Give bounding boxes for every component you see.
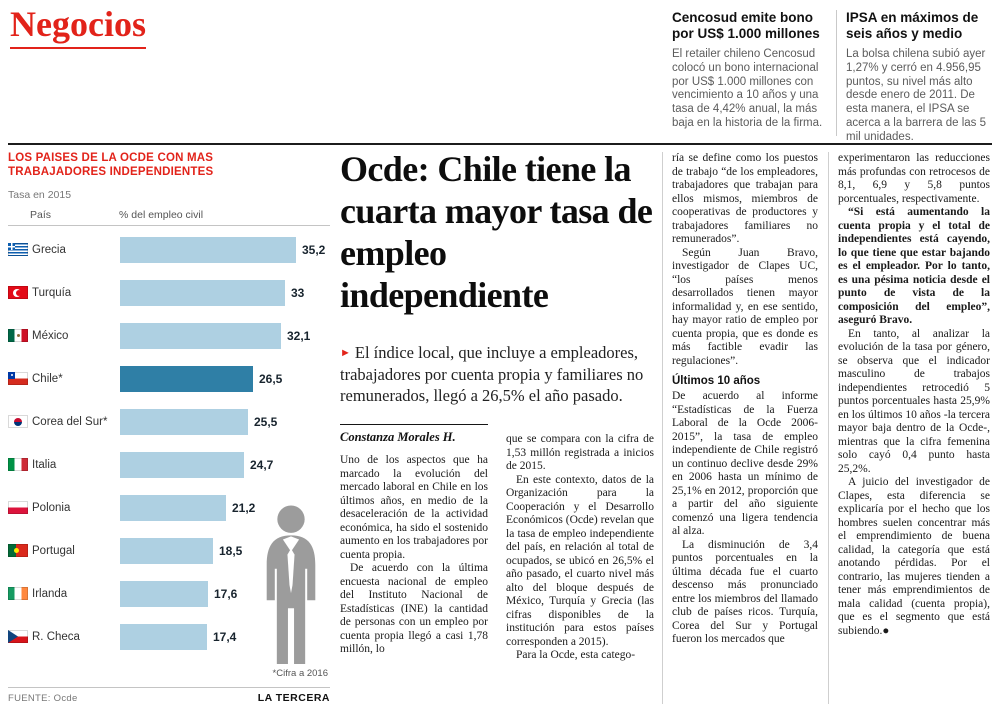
bar-value: 33 [291, 285, 305, 300]
flag-republica-checa-icon [8, 630, 28, 643]
chart-row: Portugal 18,5 [8, 529, 330, 572]
bar [120, 537, 213, 564]
article-column-1: Uno de los aspectos que ha marcado la ev… [340, 454, 488, 704]
news-brief-cencosud: Cencosud emite bono por US$ 1.000 millon… [672, 10, 826, 131]
brief-body: El retailer chileno Cencosud colocó un b… [672, 48, 823, 129]
column-divider [662, 152, 663, 704]
article-paragraph: que se compara con la cifra de 1,53 mill… [506, 433, 654, 472]
bar-value: 25,5 [254, 414, 278, 429]
article-byline: Constanza Morales H. [340, 430, 456, 444]
bar-value: 18,5 [219, 543, 243, 558]
country-label: R. Checa [32, 630, 80, 643]
chart-row: Turquía 33 [8, 271, 330, 314]
brief-body: La bolsa chilena subió ayer 1,27% y cerr… [846, 48, 986, 143]
chart-row: Polonia 21,2 [8, 486, 330, 529]
article-paragraph: Según Juan Bravo, investigador de Clapes… [672, 246, 818, 367]
flag-chile-icon [8, 372, 28, 385]
bar [120, 365, 253, 392]
newspaper-credit: LA TERCERA [257, 692, 330, 704]
bar [120, 451, 244, 478]
bar [120, 580, 208, 607]
byline-block: Constanza Morales H. [340, 424, 488, 445]
chart-source: FUENTE: Ocde [8, 693, 78, 704]
country-label: Polonia [32, 501, 71, 514]
article-paragraph: ría se define como los puestos de trabaj… [672, 152, 818, 245]
article-column-2: que se compara con la cifra de 1,53 mill… [506, 433, 654, 704]
chart-row: México 32,1 [8, 314, 330, 357]
article-paragraph: La disminución de 3,4 puntos porcentuale… [672, 538, 818, 646]
deck-arrow-icon: ► [340, 347, 351, 359]
article-subhead: Últimos 10 años [672, 375, 761, 387]
bar-value: 24,7 [250, 457, 274, 472]
article-paragraph: experimentaron las reducciones más profu… [838, 152, 990, 205]
bar [120, 322, 281, 349]
chart-row: Corea del Sur* 25,5 [8, 400, 330, 443]
person-silhouette-icon [266, 505, 316, 664]
news-brief-ipsa: IPSA en máximos de seis años y medio La … [846, 10, 992, 145]
flag-mexico-icon [8, 329, 28, 342]
flag-corea-del-sur-icon [8, 415, 28, 428]
article-paragraph: A juicio del investigador de Clapes, est… [838, 476, 990, 637]
bar [120, 623, 207, 650]
article-paragraph-quote: “Si está aumentando la cuenta propia y e… [838, 206, 990, 326]
bar-chart-ocde-independents: LOS PAISES DE LA OCDE CON MAS TRABAJADOR… [8, 152, 330, 704]
country-label: Portugal [32, 544, 75, 557]
flag-italia-icon [8, 458, 28, 471]
bar [120, 279, 285, 306]
chart-row: Chile* 26,5 [8, 357, 330, 400]
article-paragraph: De acuerdo al informe “Estadísticas de l… [672, 390, 818, 537]
country-label: Italia [32, 458, 57, 471]
country-label: Chile* [32, 372, 63, 385]
chart-subtitle: Tasa en 2015 [8, 189, 72, 201]
column-header-country: País [30, 209, 52, 221]
flag-polonia-icon [8, 501, 28, 514]
deck-text: El índice local, que incluye a empleador… [340, 343, 644, 405]
article-deck: ► El índice local, que incluye a empleado… [340, 342, 658, 406]
bar-value: 35,2 [302, 242, 326, 257]
bar [120, 408, 248, 435]
brief-title: Cencosud emite bono por US$ 1.000 millon… [672, 10, 820, 41]
bar [120, 494, 226, 521]
bar-value: 32,1 [287, 328, 311, 343]
article-headline: Ocde: Chile tiene la cuarta mayor tasa d… [340, 149, 653, 315]
column-header-value: % del empleo civil [119, 209, 204, 221]
chart-column-headers: País % del empleo civil [8, 209, 330, 226]
column-divider [828, 152, 829, 704]
flag-turquia-icon [8, 286, 28, 299]
country-label: Grecia [32, 243, 66, 256]
bar [120, 236, 296, 263]
chart-row: Irlanda 17,6 [8, 572, 330, 615]
article-column-4: experimentaron las reducciones más profu… [838, 152, 990, 704]
flag-portugal-icon [8, 544, 28, 557]
article-column-3: ría se define como los puestos de trabaj… [672, 152, 818, 704]
bar-value: 17,4 [213, 629, 237, 644]
chart-title: LOS PAISES DE LA OCDE CON MAS TRABAJADOR… [8, 152, 214, 178]
flag-grecia-icon [8, 243, 28, 256]
chart-row: Grecia 35,2 [8, 228, 330, 271]
country-label: Turquía [32, 286, 72, 299]
article-paragraph: De acuerdo con la última encuesta nacion… [340, 562, 488, 655]
article-paragraph: En tanto, al analizar la evolución de la… [838, 327, 990, 475]
country-label: Corea del Sur* [32, 415, 108, 428]
article-paragraph: Para la Ocde, esta catego- [516, 649, 636, 661]
brief-divider [836, 10, 837, 136]
article-paragraph: Uno de los aspectos que ha marcado la ev… [340, 454, 488, 561]
chart-row: Italia 24,7 [8, 443, 330, 486]
chart-rows: Grecia 35,2 Turquía 33 México 32,1 Chile… [8, 228, 330, 658]
country-label: Irlanda [32, 587, 68, 600]
article-paragraph: En este contexto, datos de la Organizaci… [506, 473, 654, 648]
bar-value: 17,6 [214, 586, 238, 601]
section-masthead: Negocios [10, 5, 146, 49]
flag-irlanda-icon [8, 587, 28, 600]
country-label: México [32, 329, 69, 342]
bar-value: 21,2 [232, 500, 256, 515]
chart-footer: FUENTE: Ocde LA TERCERA [8, 687, 330, 704]
chart-row: R. Checa 17,4 [8, 615, 330, 658]
bar-value: 26,5 [259, 371, 283, 386]
header-rule [8, 143, 992, 145]
brief-title: IPSA en máximos de seis años y medio [846, 10, 979, 41]
chart-footnote: *Cifra a 2016 [272, 668, 328, 679]
